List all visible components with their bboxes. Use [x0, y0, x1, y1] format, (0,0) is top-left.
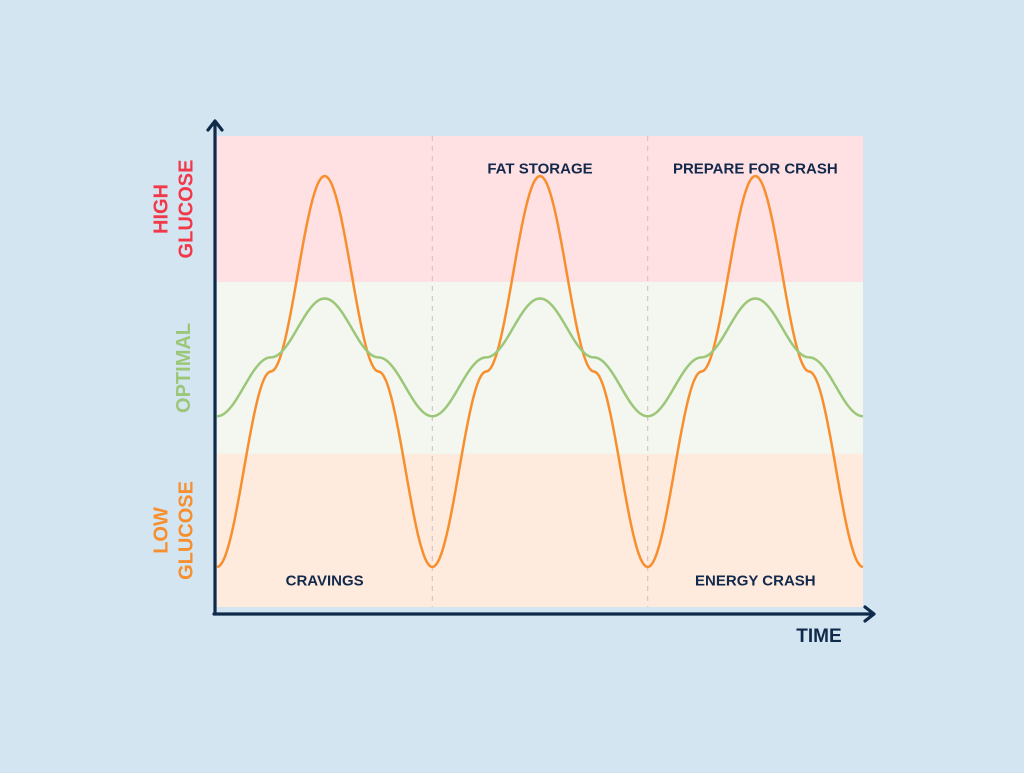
zone-label-2-1: GLUCOSE	[176, 481, 198, 580]
annotation-label-0: FAT STORAGE	[487, 160, 592, 177]
x-axis-label: TIME	[796, 626, 841, 647]
zone-label-2-0: LOW	[151, 507, 173, 554]
zone-label-0-1: GLUCOSE	[176, 160, 198, 259]
annotation-label-2: CRAVINGS	[286, 573, 364, 590]
y-axis-arrowhead	[206, 119, 224, 132]
zone-label-0-0: HIGH	[151, 184, 173, 234]
x-axis-arrowhead	[863, 605, 876, 623]
zone-band-0	[217, 136, 863, 283]
series-line-0	[216, 174, 864, 569]
zone-band-2	[217, 453, 863, 607]
zone-band-1	[217, 282, 863, 454]
annotation-label-1: PREPARE FOR CRASH	[673, 160, 838, 177]
zone-label-1-0: OPTIMAL	[173, 323, 195, 413]
series-line-1	[216, 297, 864, 418]
annotation-label-3: ENERGY CRASH	[695, 573, 816, 590]
